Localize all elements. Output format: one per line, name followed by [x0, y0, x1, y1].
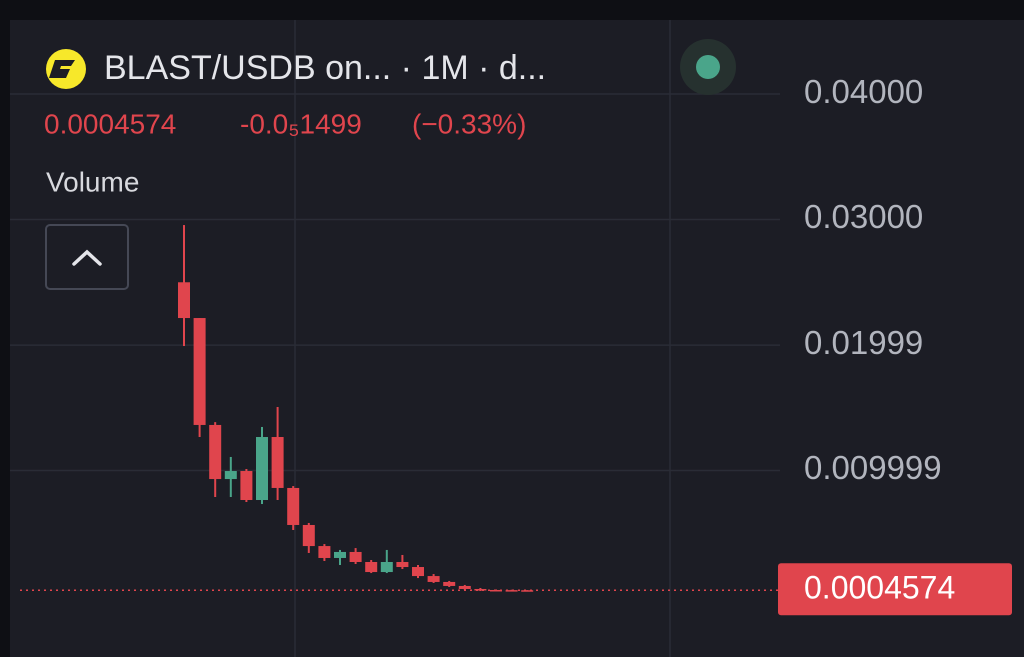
y-tick-label: 0.04000	[804, 73, 923, 110]
candle-body	[349, 551, 362, 563]
candle-body	[240, 471, 253, 501]
top-bar	[0, 0, 1024, 20]
candle-body	[209, 424, 222, 480]
candle-body	[334, 551, 346, 558]
collapse-button-box[interactable]	[45, 224, 129, 290]
candle-body	[443, 581, 456, 586]
candle-body	[302, 524, 315, 547]
last-price-tag	[778, 563, 1012, 616]
candle-body	[458, 585, 471, 589]
candle-body	[178, 282, 190, 319]
candle-body	[396, 562, 409, 568]
candle-body	[521, 590, 534, 592]
y-tick-label: 0.009999	[804, 449, 942, 486]
candle-body	[412, 567, 424, 577]
candle-body	[474, 588, 487, 591]
candle-body	[318, 546, 331, 558]
candle-body	[365, 562, 378, 573]
candle-body	[271, 437, 284, 488]
price-change: -0.0₅1499	[240, 108, 362, 139]
last-price-tag-label: 0.0004574	[804, 570, 955, 606]
candle-body	[256, 437, 268, 501]
plot	[10, 93, 780, 592]
logo-mark	[49, 60, 75, 78]
chart-title: BLAST/USDB on... · 1M · d...	[104, 49, 546, 87]
candle-body	[287, 487, 300, 525]
volume-label: Volume	[46, 166, 139, 197]
candle-body	[380, 562, 393, 573]
y-tick-label: 0.01999	[804, 324, 923, 361]
candle-body	[224, 471, 237, 480]
candle-body	[505, 590, 518, 592]
candle-body	[193, 318, 206, 425]
left-border	[0, 20, 10, 657]
candle-body	[427, 576, 440, 582]
y-tick-label: 0.03000	[804, 198, 923, 235]
last-price: 0.0004574	[44, 108, 176, 139]
price-change-percent: (−0.33%)	[412, 108, 526, 139]
collapse-button[interactable]	[45, 224, 129, 290]
status-dot	[696, 55, 720, 79]
collapse-chevron[interactable]	[72, 249, 102, 266]
